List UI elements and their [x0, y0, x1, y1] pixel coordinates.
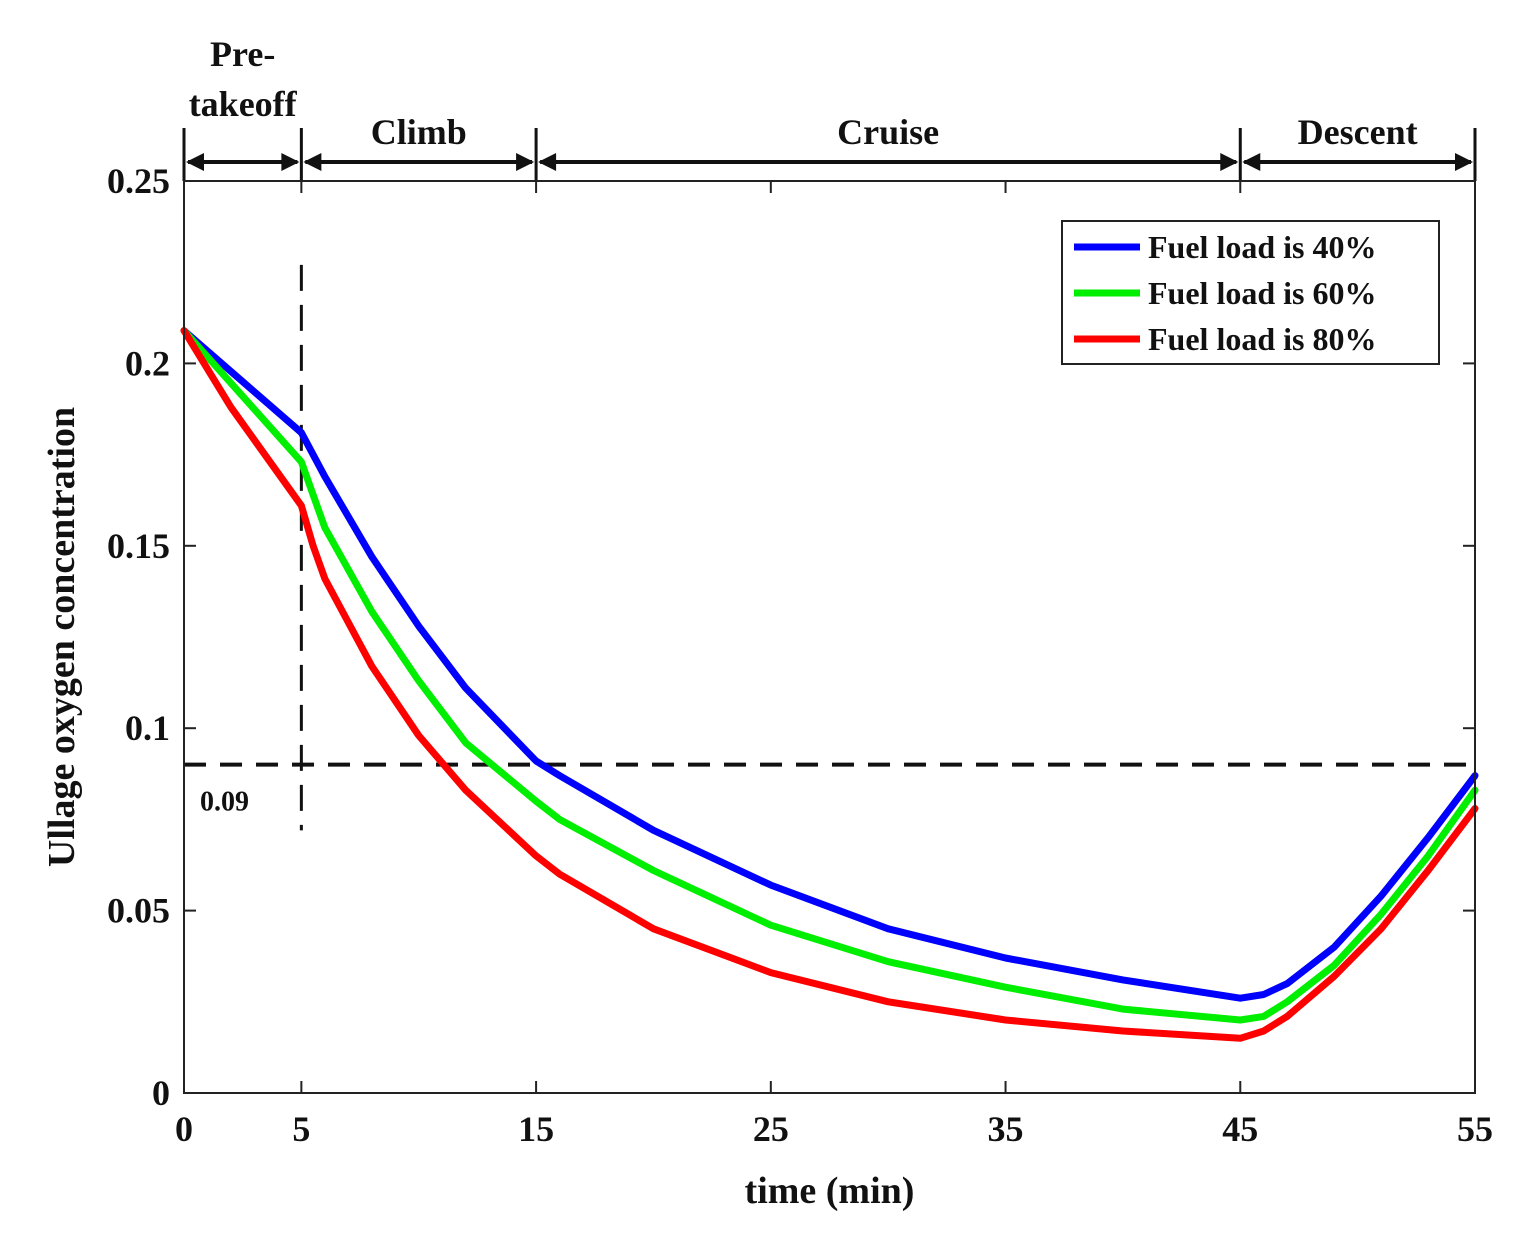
flight-phase-annotations: Pre-takeoff Climb Cruise Descent [182, 34, 1477, 181]
x-tick-label: 45 [1222, 1109, 1258, 1149]
legend-entry: Fuel load is 40% [1148, 229, 1376, 265]
phase-arrowhead-right [516, 153, 535, 171]
phase-arrowhead-left [186, 153, 204, 171]
phase-arrowhead-right [1220, 153, 1239, 171]
series-line-2 [180, 327, 1479, 1024]
phase-arrowhead-right [281, 153, 300, 171]
x-tick-label: 25 [753, 1109, 789, 1149]
axes: 0 5 15 25 35 45 55 0 0.05 0.1 0.15 0.2 0.25 time (min… [41, 161, 1493, 1212]
series-line-1 [180, 327, 1479, 1002]
y-tick-label: 0.1 [125, 708, 170, 748]
phase-label: Descent [1298, 112, 1418, 152]
phase-label: Cruise [837, 112, 939, 152]
x-axis-title: time (min) [745, 1170, 915, 1212]
legend-entry: Fuel load is 80% [1148, 321, 1376, 357]
legend: Fuel load is 40% Fuel load is 60% Fuel loa… [1061, 220, 1440, 365]
phase-label-line2: takeoff [189, 84, 298, 124]
phase-label: Climb [371, 112, 467, 152]
y-tick-label: 0 [152, 1073, 170, 1113]
y-tick-label: 0.25 [107, 161, 170, 201]
x-tick-label: 5 [292, 1109, 310, 1149]
phase-arrowhead-left [538, 153, 557, 171]
y-tick-label: 0.05 [107, 891, 170, 931]
plot-area: 0.09 [180, 264, 1479, 1042]
x-tick-label: 35 [988, 1109, 1024, 1149]
series-line-3 [180, 327, 1479, 1042]
phase-arrowhead-left [1242, 153, 1261, 171]
reference-line-label: 0.09 [200, 787, 249, 818]
y-tick-label: 0.2 [125, 343, 170, 383]
x-tick-label: 0 [175, 1109, 193, 1149]
phase-arrowhead-right [1455, 153, 1473, 171]
axes-box [183, 180, 1476, 1094]
legend-entry: Fuel load is 60% [1148, 275, 1376, 311]
y-tick-label: 0.15 [107, 526, 170, 566]
y-axis-title: Ullage oxygen concentration [41, 407, 83, 867]
phase-arrowhead-left [303, 153, 322, 171]
x-tick-label: 55 [1457, 1109, 1493, 1149]
x-tick-label: 15 [518, 1109, 554, 1149]
phase-label: Pre- [210, 34, 275, 74]
